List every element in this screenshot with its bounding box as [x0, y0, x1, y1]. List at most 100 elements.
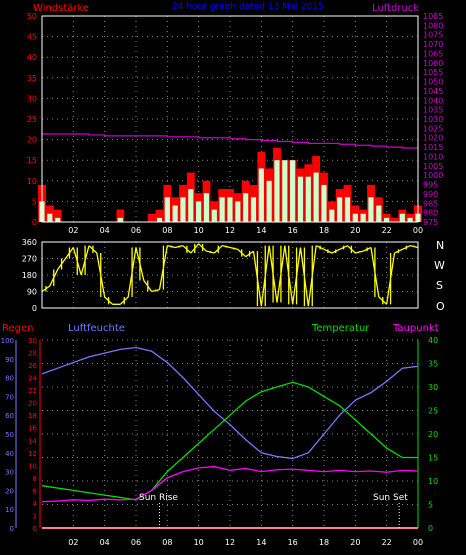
- wind-title: Windstärke: [33, 3, 89, 14]
- gust-bar: [164, 197, 170, 222]
- luftfeuchte-tick-label: 6: [33, 487, 38, 495]
- wind-tick-label: 30: [27, 94, 37, 103]
- luftfeuchte-tick-label: 24: [28, 375, 37, 383]
- temperatur-tick-label: 40: [428, 336, 438, 345]
- luftfeuchte-tick-label: 8: [33, 475, 37, 483]
- luftfeuchte-tick-label: 18: [28, 412, 37, 420]
- direction-tick-label: 90: [27, 288, 37, 297]
- regen-tick-label: 10: [5, 506, 14, 514]
- regen-tick-label: 100: [1, 337, 14, 345]
- wind-bar: [390, 217, 399, 222]
- luftfeuchte-tick-label: 30: [28, 337, 37, 345]
- pressure-line: [42, 133, 418, 149]
- pressure-tick-label: 1030: [423, 115, 443, 124]
- x-tick-label: 08: [162, 226, 172, 235]
- pressure-tick-label: 1055: [423, 68, 443, 77]
- x-tick-label-bottom: 22: [382, 538, 392, 547]
- luftfeuchte-tick-label: 20: [28, 400, 37, 408]
- gust-bar: [368, 197, 374, 222]
- direction-panel: 0 90 180 270 360: [22, 238, 419, 313]
- pressure-tick-label: 1080: [423, 21, 443, 30]
- gust-bar: [211, 209, 217, 222]
- regen-tick-label: 50: [5, 431, 14, 439]
- x-tick-label: 04: [100, 226, 110, 235]
- luftfeuchte-tick-label: 0: [33, 525, 37, 533]
- wind-tick-label: 45: [27, 33, 37, 42]
- compass-n-top: N: [436, 239, 444, 252]
- pressure-tick-label: 1065: [423, 49, 443, 58]
- pressure-tick-label: 1060: [423, 59, 443, 68]
- x-tick-label-bottom: 06: [131, 538, 141, 547]
- x-tick-label: 18: [319, 226, 329, 235]
- series-temperatur: [41, 381, 418, 501]
- luftfeuchte-tick-label: 10: [28, 462, 37, 470]
- gust-bar: [219, 197, 225, 222]
- temperatur-tick-label: 35: [428, 360, 438, 369]
- gust-bar: [227, 197, 233, 222]
- wind-bar: [53, 209, 62, 222]
- direction-tick-label: 0: [32, 304, 37, 313]
- gust-bar: [321, 184, 327, 222]
- gust-bar: [384, 217, 390, 222]
- temperatur-tick-label: 20: [428, 430, 438, 439]
- direction-tick-label: 270: [22, 255, 37, 264]
- wind-tick-label: 0: [32, 218, 37, 227]
- direction-tick-label: 360: [22, 238, 37, 247]
- gust-bar: [250, 197, 257, 222]
- gust-bar: [188, 189, 194, 222]
- gust-bar: [243, 193, 249, 222]
- x-tick-label: 22: [382, 226, 392, 235]
- x-tick-label: 06: [131, 226, 141, 235]
- gust-bar: [266, 180, 272, 222]
- x-tick-label: 02: [68, 226, 78, 235]
- regen-label: Regen: [2, 323, 34, 334]
- temperatur-tick-label: 5: [428, 501, 433, 510]
- x-tick-label-bottom: 16: [288, 538, 298, 547]
- direction-tick-label: 180: [22, 271, 37, 280]
- wind-tick-label: 5: [32, 197, 37, 206]
- pressure-tick-label: 1070: [423, 40, 443, 49]
- pressure-tick-label: 1040: [423, 96, 443, 105]
- x-tick-label: 10: [194, 226, 204, 235]
- x-tick-label: 12: [225, 226, 235, 235]
- pressure-tick-label: 980: [423, 209, 438, 218]
- wind-tick-label: 35: [27, 74, 37, 83]
- wind-tick-label: 15: [27, 156, 37, 165]
- regen-tick-label: 20: [5, 487, 14, 495]
- wind-tick-label: 40: [27, 53, 37, 62]
- gust-bar: [47, 213, 53, 222]
- chart-title: 24 hour graph dated 13 Mai 2015: [172, 2, 324, 12]
- gust-bar: [297, 176, 304, 222]
- luftfeuchte-tick-label: 2: [33, 512, 37, 520]
- x-tick-label-bottom: 10: [194, 538, 204, 547]
- regen-tick-label: 40: [5, 450, 14, 458]
- compass-s: S: [436, 279, 443, 292]
- luftfeuchte-tick-label: 28: [28, 350, 37, 358]
- pressure-tick-label: 985: [423, 199, 438, 208]
- temperatur-tick-label: 0: [428, 524, 433, 533]
- gust-bar: [117, 217, 123, 222]
- pressure-tick-label: 990: [423, 190, 438, 199]
- x-tick-label-bottom: 08: [162, 538, 172, 547]
- wind-tick-label: 25: [27, 115, 37, 124]
- temperatur-tick-label: 30: [428, 383, 438, 392]
- compass-w: W: [434, 259, 445, 272]
- luftfeuchte-tick-label: 12: [28, 450, 37, 458]
- regen-tick-label: 0: [10, 525, 14, 533]
- x-tick-label-bottom: 18: [319, 538, 329, 547]
- wind-bar: [155, 209, 164, 222]
- x-tick-label: 00: [413, 226, 423, 235]
- wind-tick-label: 50: [27, 12, 37, 21]
- regen-tick-label: 30: [5, 469, 14, 477]
- regen-tick-label: 90: [5, 356, 14, 364]
- gust-bar: [407, 217, 413, 222]
- series-luftfeuchte: [41, 346, 419, 460]
- luftfeuchte-tick-label: 4: [33, 500, 38, 508]
- pressure-tick-label: 995: [423, 181, 438, 190]
- gust-bar: [196, 201, 202, 222]
- x-tick-label-bottom: 04: [100, 538, 110, 547]
- pressure-tick-label: 1075: [423, 31, 443, 40]
- gust-bar: [282, 160, 288, 222]
- humidity-temperature-panel: 0102030405060708090100024681012141618202…: [1, 336, 439, 547]
- pressure-tick-label: 1035: [423, 106, 443, 115]
